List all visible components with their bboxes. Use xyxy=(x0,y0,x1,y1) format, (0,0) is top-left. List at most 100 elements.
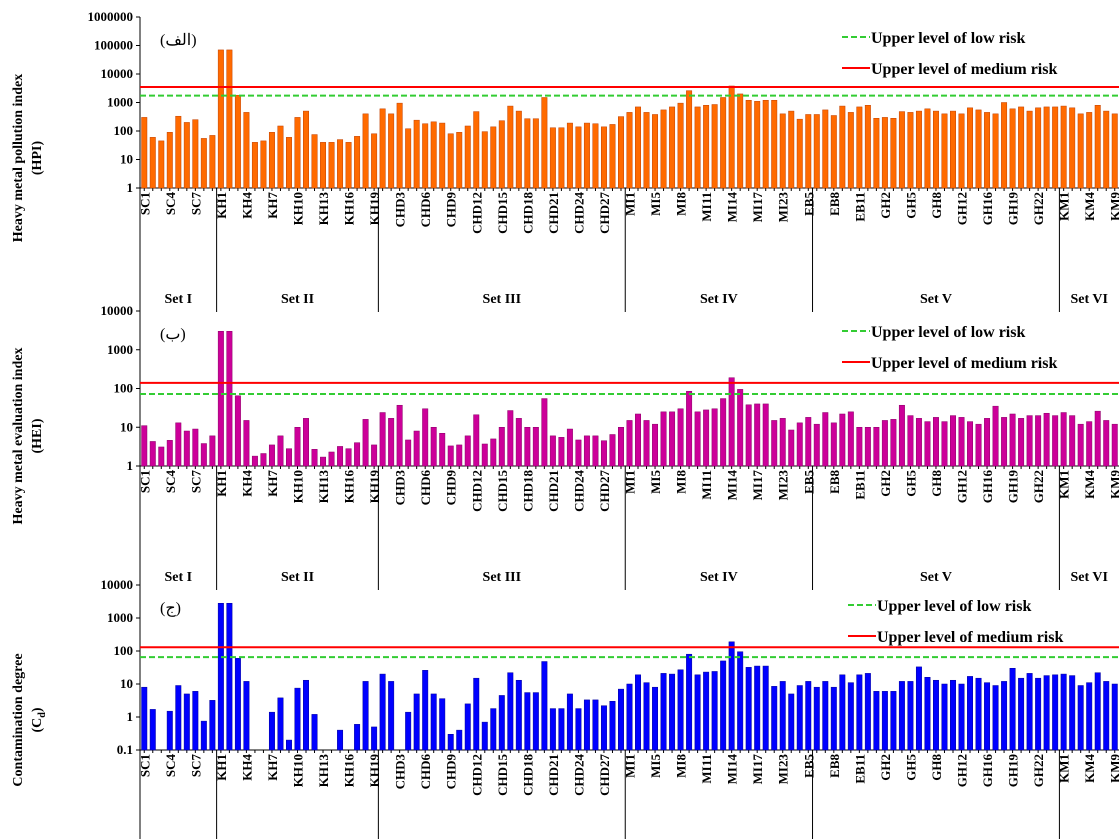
x-tick-label: GH8 xyxy=(929,192,944,219)
group-label: Set IV xyxy=(700,292,738,307)
x-tick-label: CHD12 xyxy=(469,470,484,512)
bar xyxy=(277,435,284,467)
bar xyxy=(268,444,275,467)
x-tick-label: KH1 xyxy=(214,192,229,219)
x-tick-label: MI11 xyxy=(699,470,714,500)
x-tick-label: GH2 xyxy=(878,470,893,497)
x-tick-label: EB8 xyxy=(827,470,842,494)
x-tick-label: CHD9 xyxy=(444,192,459,228)
bar xyxy=(566,693,573,751)
bar xyxy=(209,435,216,467)
legend-label: Upper level of medium risk xyxy=(877,629,1063,646)
bar xyxy=(609,124,616,189)
bar xyxy=(847,411,854,467)
bar xyxy=(992,405,999,467)
x-tick-label: GH2 xyxy=(878,754,893,781)
bar xyxy=(847,112,854,189)
x-tick-label: KH19 xyxy=(367,754,382,788)
bar xyxy=(286,137,292,189)
bar xyxy=(371,726,378,751)
bar xyxy=(439,698,446,751)
x-tick-label: CHD15 xyxy=(495,470,510,512)
y-tick-label: 100 xyxy=(114,643,134,658)
bar xyxy=(1094,672,1101,751)
y-tick-label: 0.1 xyxy=(117,742,133,757)
bar xyxy=(277,697,284,751)
panel-label: (ب) xyxy=(160,326,186,343)
bar xyxy=(924,421,931,467)
x-tick-label: SC1 xyxy=(137,192,152,215)
bar xyxy=(1001,102,1008,189)
bar xyxy=(898,111,905,189)
y-axis-title: (HEI) xyxy=(30,418,45,453)
bar xyxy=(286,739,292,751)
x-tick-label: KH7 xyxy=(265,470,280,497)
bar xyxy=(941,113,948,189)
x-tick-label: GH5 xyxy=(903,192,918,219)
bar xyxy=(192,428,199,467)
bar xyxy=(728,377,735,467)
x-tick-label: SC1 xyxy=(137,754,152,777)
bar xyxy=(898,681,905,751)
bar xyxy=(754,101,761,189)
x-tick-label: SC7 xyxy=(188,192,203,216)
legend-label: Upper level of low risk xyxy=(877,598,1031,615)
x-tick-label: MI1 xyxy=(623,470,638,494)
bar xyxy=(822,109,829,189)
bar xyxy=(251,142,258,189)
bar xyxy=(532,118,539,189)
bar xyxy=(720,660,727,751)
x-tick-label: SC7 xyxy=(188,470,203,494)
y-tick-label: 10 xyxy=(120,676,133,691)
bar xyxy=(771,420,778,467)
bar xyxy=(643,112,650,189)
bar xyxy=(456,132,463,189)
bar xyxy=(950,415,956,467)
x-tick-label: CHD18 xyxy=(520,754,535,796)
x-tick-label: CHD18 xyxy=(520,192,535,234)
legend-label: Upper level of low risk xyxy=(871,324,1025,341)
y-axis-title-part: (C xyxy=(30,718,45,733)
bar xyxy=(558,127,565,189)
y-axis-title-sub: d xyxy=(37,712,48,718)
bar xyxy=(1103,681,1110,751)
x-tick-label: EB5 xyxy=(801,754,816,778)
bar xyxy=(967,676,973,751)
bar xyxy=(873,118,880,189)
x-tick-label: CHD21 xyxy=(546,470,561,512)
x-tick-label: KM4 xyxy=(1082,470,1097,499)
bar xyxy=(498,120,505,189)
bar xyxy=(686,90,693,189)
legend-label: Upper level of medium risk xyxy=(871,355,1057,372)
bar xyxy=(260,140,267,189)
bar xyxy=(183,122,190,189)
bar xyxy=(286,448,292,467)
bar xyxy=(660,109,667,189)
bar xyxy=(1026,110,1033,189)
y-axis-title: Heavy metal evaluation index xyxy=(11,348,26,525)
bar xyxy=(711,104,718,189)
bar xyxy=(515,110,522,189)
bar xyxy=(413,430,420,467)
bar xyxy=(337,729,344,751)
bar xyxy=(958,113,965,189)
bar xyxy=(771,686,778,751)
x-tick-label: MI17 xyxy=(750,192,765,223)
bar xyxy=(652,423,659,467)
x-tick-label: CHD21 xyxy=(546,754,561,796)
bar xyxy=(481,443,488,467)
bar xyxy=(847,682,854,751)
x-tick-label: CHD3 xyxy=(393,754,408,790)
x-tick-label: CHD6 xyxy=(418,192,433,228)
bar xyxy=(1043,675,1050,751)
x-tick-label: CHD24 xyxy=(571,754,586,796)
x-tick-label: GH22 xyxy=(1031,754,1046,787)
bar xyxy=(881,691,888,751)
bar xyxy=(354,724,361,751)
bar xyxy=(898,404,905,467)
bar xyxy=(779,681,786,751)
bar xyxy=(192,119,199,189)
bar xyxy=(447,734,454,751)
bar xyxy=(762,403,769,467)
x-tick-label: KH1 xyxy=(214,470,229,497)
